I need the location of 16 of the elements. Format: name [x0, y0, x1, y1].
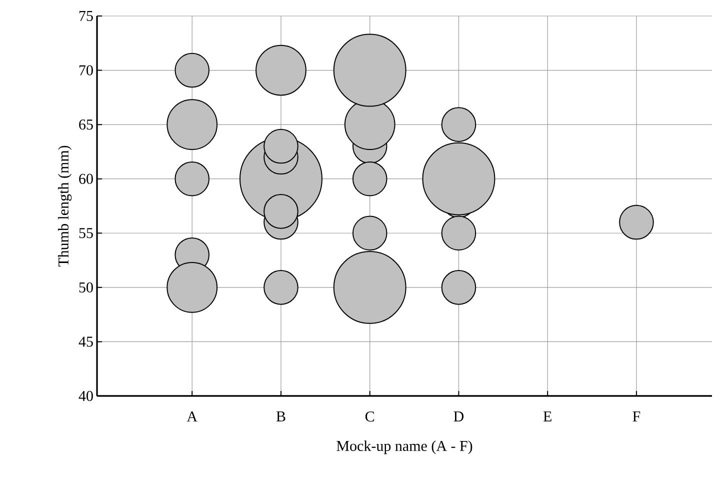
y-tick-label: 40: [78, 390, 93, 402]
y-tick-label: 75: [79, 11, 93, 21]
y-axis-title: Thumb length (mm): [58, 146, 72, 267]
x-tick-label: D: [454, 412, 464, 422]
y-tick-label: 55: [79, 228, 93, 238]
x-tick-label: E: [543, 412, 552, 422]
x-tick-label: C: [365, 412, 374, 422]
y-tick-label: 65: [79, 120, 93, 130]
x-tick-label: A: [186, 412, 198, 422]
x-tick-label: B: [276, 412, 286, 422]
y-tick-label: 45: [78, 336, 93, 347]
x-axis-title: Mock-up name (A - F): [336, 440, 472, 454]
y-tick-label: 70: [79, 65, 93, 76]
x-tick-label: F: [632, 412, 640, 422]
y-tick-label: 60: [79, 174, 93, 184]
y-tick-label: 50: [79, 282, 93, 292]
